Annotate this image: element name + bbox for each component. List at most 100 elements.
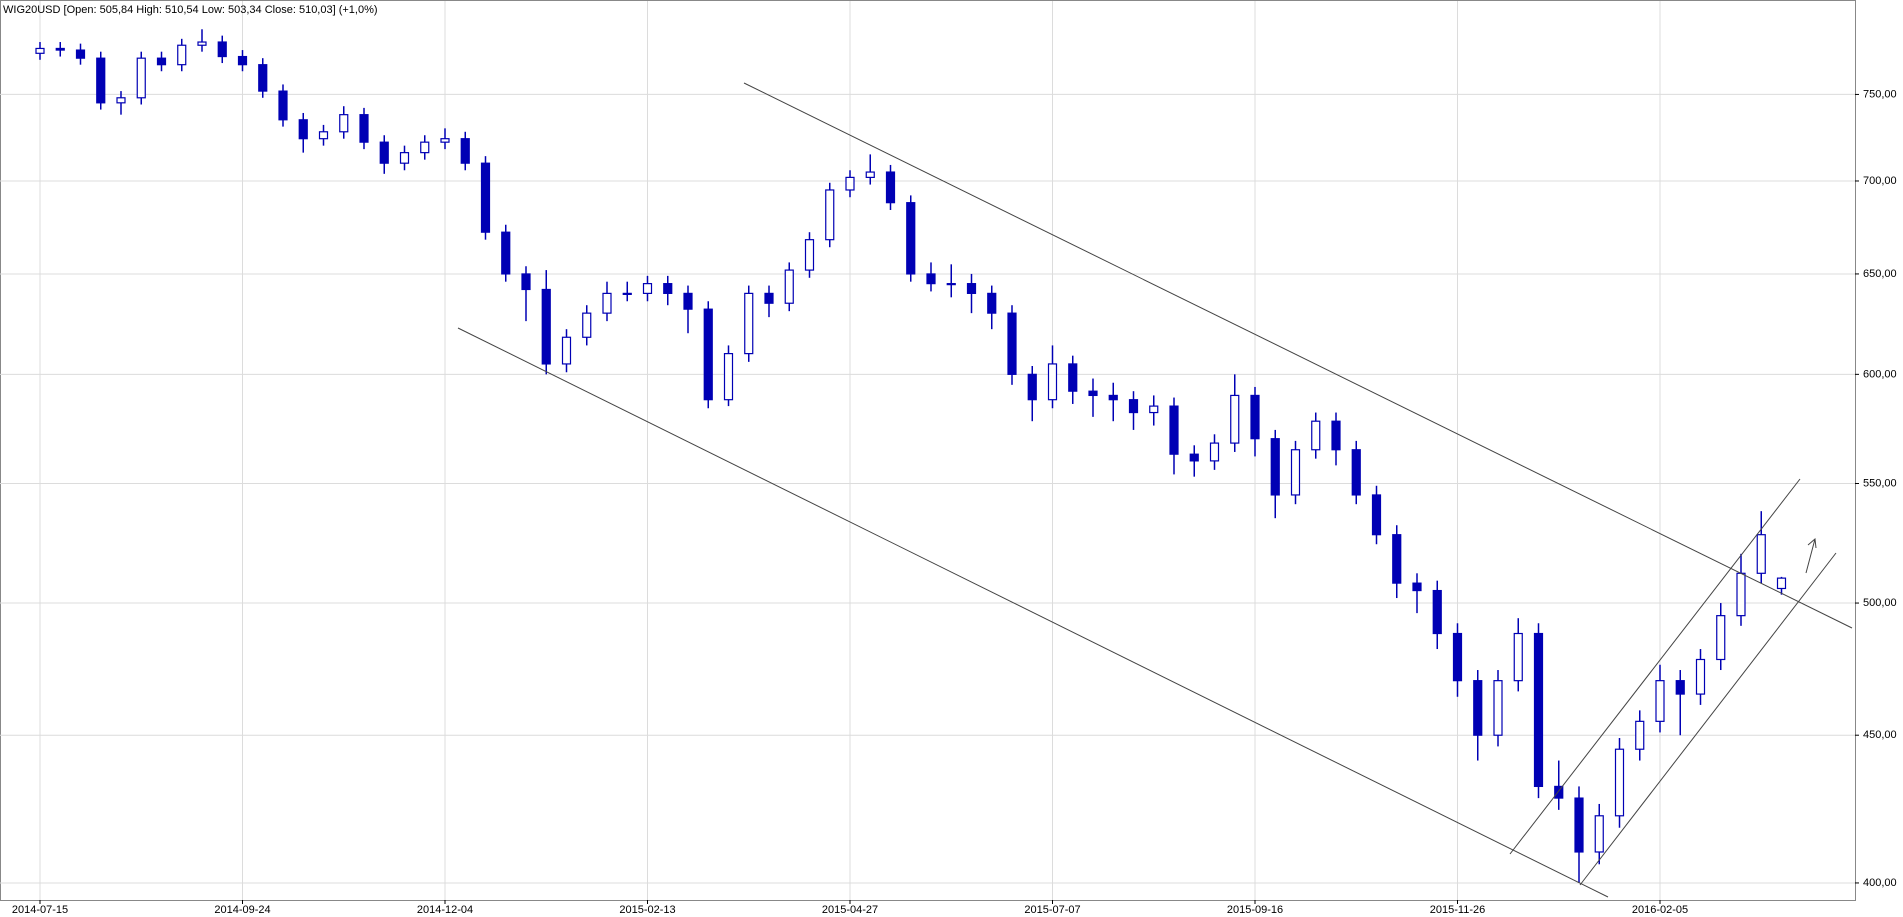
candle-body — [521, 273, 531, 291]
candle-body — [177, 44, 187, 66]
candle-body — [1736, 572, 1746, 617]
candle-body — [1695, 658, 1706, 695]
candle-body — [116, 97, 126, 104]
candle-body — [1351, 449, 1361, 496]
candle-body — [1331, 420, 1341, 451]
candle-body — [237, 55, 248, 66]
candle-body — [298, 119, 308, 140]
candle-body — [764, 292, 774, 304]
candle-body — [379, 141, 389, 164]
candle-body — [926, 273, 936, 285]
candle-body — [1270, 438, 1280, 496]
candle-body — [278, 90, 288, 121]
y-tick-label: 400,00 — [1863, 877, 1897, 889]
candle-body — [1128, 399, 1139, 414]
candle-body — [1635, 720, 1645, 750]
candle-body — [1371, 494, 1382, 536]
candle-body — [156, 57, 167, 66]
candle-body — [723, 353, 734, 401]
candle-body — [1169, 405, 1179, 455]
candle-body — [946, 283, 956, 286]
plot-area — [0, 0, 1856, 901]
candle-body — [75, 49, 86, 59]
candle-body — [1068, 363, 1078, 392]
x-tick-label: 2015-11-26 — [1430, 904, 1485, 916]
candle-body — [622, 292, 632, 295]
candle-body — [1554, 785, 1564, 799]
candle-body — [784, 269, 794, 304]
candle-body — [55, 47, 65, 51]
candle-body — [197, 41, 207, 46]
candle-body — [1574, 797, 1584, 853]
x-tick-label: 2015-09-16 — [1227, 904, 1283, 916]
candle-body — [1007, 312, 1017, 375]
candle-body — [582, 312, 592, 338]
candle-body — [420, 141, 430, 154]
candle-body — [35, 47, 45, 54]
x-tick-label: 2014-12-04 — [417, 904, 473, 916]
candle-body — [541, 288, 551, 365]
candle-body — [399, 152, 410, 164]
candle-body — [1675, 680, 1685, 695]
candle-body — [561, 336, 572, 365]
candle-body — [1108, 394, 1118, 401]
candle-body — [966, 283, 977, 294]
candle-body — [885, 171, 896, 204]
y-tick-label: 750,00 — [1863, 88, 1897, 100]
x-tick-label: 2015-04-27 — [822, 904, 878, 916]
y-tick-label: 600,00 — [1863, 368, 1897, 380]
trend-line — [1579, 552, 1837, 886]
candle-body — [744, 292, 754, 355]
candle-body — [339, 114, 349, 133]
candle-body — [480, 162, 491, 233]
candle-body — [1533, 632, 1544, 788]
candle-body — [865, 171, 875, 179]
candle-body — [1027, 373, 1037, 401]
candle-body — [1432, 589, 1442, 635]
candle-body — [1230, 394, 1240, 444]
grid — [0, 1, 1859, 904]
candle-body — [663, 283, 673, 294]
trend-line — [1509, 478, 1801, 855]
y-tick-label: 550,00 — [1863, 477, 1897, 489]
candle-body — [258, 64, 268, 92]
candle-body — [804, 239, 815, 271]
candle-body — [906, 202, 916, 275]
candle-body — [440, 138, 450, 143]
candle-body — [642, 283, 653, 294]
candle-body — [1311, 420, 1321, 451]
candle-body — [1493, 680, 1503, 736]
x-tick-label: 2016-02-05 — [1632, 904, 1688, 916]
trend-line — [743, 82, 1853, 629]
candle-body — [1716, 615, 1726, 661]
y-tick-label: 650,00 — [1863, 268, 1897, 280]
candle-body — [1149, 405, 1159, 414]
candle-body — [96, 57, 106, 104]
trend-lines — [457, 82, 1853, 898]
candle-body — [825, 189, 835, 241]
chart-title: WIG20USD [Open: 505,84 High: 510,54 Low:… — [3, 4, 378, 16]
candles — [35, 29, 1787, 883]
y-tick-label: 450,00 — [1863, 729, 1897, 741]
candle-body — [1250, 394, 1260, 440]
candle-body — [987, 292, 997, 314]
candle-body — [460, 138, 470, 164]
candle-body — [1594, 815, 1604, 853]
candle-body — [1392, 534, 1402, 584]
candle-body — [1452, 632, 1463, 682]
candle-body — [703, 308, 713, 401]
candle-body — [1614, 748, 1625, 817]
candle-body — [1473, 680, 1483, 736]
x-tick-label: 2015-02-13 — [619, 904, 675, 916]
candle-body — [1756, 534, 1766, 574]
candle-body — [1776, 577, 1787, 590]
candle-body — [136, 57, 146, 99]
arrow — [1805, 538, 1817, 574]
candle-body — [1655, 680, 1665, 722]
x-tick-label: 2014-07-15 — [12, 904, 68, 916]
candle-body — [845, 176, 855, 191]
candle-body — [217, 41, 227, 58]
candle-body — [1412, 582, 1422, 592]
